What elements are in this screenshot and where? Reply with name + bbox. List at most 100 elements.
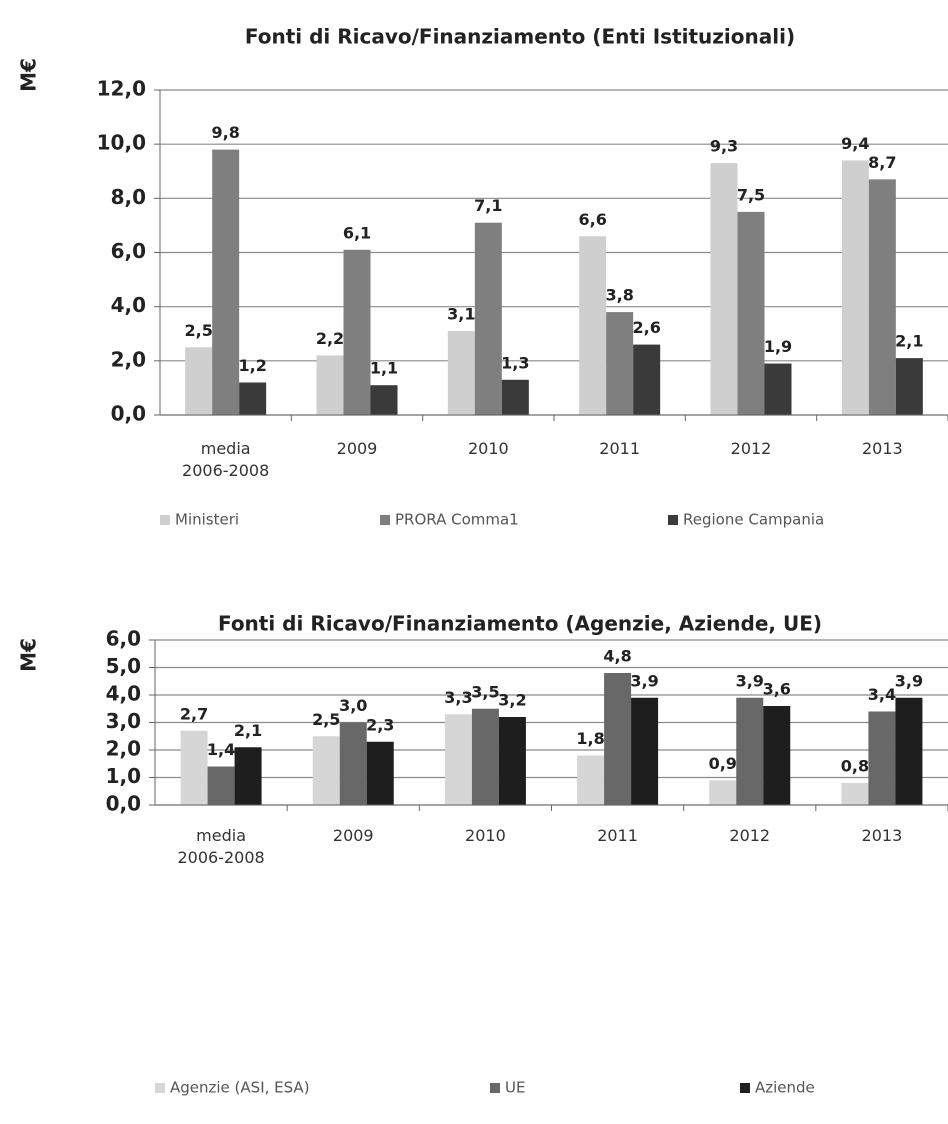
bar xyxy=(207,766,235,805)
bar xyxy=(631,697,659,805)
data-label: 6,1 xyxy=(343,223,371,242)
data-label: 3,4 xyxy=(868,685,896,704)
data-label: 3,2 xyxy=(498,691,526,710)
bar xyxy=(471,708,499,805)
bar xyxy=(763,706,791,805)
data-label: 2,2 xyxy=(316,329,344,348)
data-label: 2,5 xyxy=(312,710,340,729)
x-tick-label: 2011 xyxy=(599,439,641,458)
bar xyxy=(895,697,923,805)
y-tick-label: 12,0 xyxy=(97,77,146,101)
y-tick-label: 6,0 xyxy=(106,627,141,651)
bar xyxy=(239,382,267,415)
bar xyxy=(764,363,792,415)
y-tick-label: 2,0 xyxy=(106,737,141,761)
bar xyxy=(370,385,398,415)
chart-title: Fonti di Ricavo/Finanziamento (Enti Isti… xyxy=(245,25,795,49)
legend-label: Agenzie (ASI, ESA) xyxy=(170,1079,310,1097)
legend-label: Aziende xyxy=(755,1079,815,1097)
y-tick-label: 6,0 xyxy=(111,239,146,263)
data-label: 9,3 xyxy=(710,137,738,156)
data-label: 2,6 xyxy=(632,318,660,337)
data-label: 8,7 xyxy=(868,153,896,172)
legend-swatch xyxy=(160,515,170,525)
data-label: 3,6 xyxy=(763,680,791,699)
data-label: 3,9 xyxy=(736,671,764,690)
bar xyxy=(312,736,340,805)
legend-label: UE xyxy=(505,1079,525,1097)
bar xyxy=(212,149,240,416)
y-tick-label: 4,0 xyxy=(106,682,141,706)
bar xyxy=(606,312,634,415)
legend-swatch xyxy=(490,1083,500,1093)
data-label: 9,8 xyxy=(211,123,239,142)
legend-label: PRORA Comma1 xyxy=(395,511,519,529)
bar xyxy=(868,711,896,805)
data-label: 3,9 xyxy=(630,671,658,690)
bar xyxy=(710,163,738,415)
data-label: 1,4 xyxy=(207,740,235,759)
bar xyxy=(339,722,367,805)
legend-swatch xyxy=(668,515,678,525)
bar xyxy=(709,780,737,805)
x-tick-label: 2011 xyxy=(597,826,638,845)
legend-swatch xyxy=(740,1083,750,1093)
x-tick-label: 2012 xyxy=(729,826,771,845)
bar xyxy=(498,717,526,805)
x-tick-label: 2010 xyxy=(465,826,506,845)
x-tick-label: 2010 xyxy=(467,439,509,458)
bar xyxy=(316,355,344,415)
y-axis-label: M€ xyxy=(17,638,41,672)
bar xyxy=(577,755,605,805)
bar xyxy=(737,211,765,415)
legend-swatch xyxy=(380,515,390,525)
data-label: 3,5 xyxy=(471,682,499,701)
bar xyxy=(501,379,529,415)
y-tick-label: 10,0 xyxy=(97,131,146,155)
data-label: 2,7 xyxy=(180,704,208,723)
x-tick-label: media 2006-2008 xyxy=(177,826,265,867)
bar xyxy=(444,714,472,805)
legend-label: Ministeri xyxy=(175,511,239,529)
bar xyxy=(234,747,262,805)
bar xyxy=(579,236,607,415)
x-tick-label: 2009 xyxy=(332,826,374,845)
y-tick-label: 3,0 xyxy=(106,709,141,733)
bar xyxy=(868,179,896,415)
data-label: 1,1 xyxy=(370,359,398,378)
data-label: 0,9 xyxy=(709,754,737,773)
x-tick-label: media 2006-2008 xyxy=(182,439,270,480)
data-label: 9,4 xyxy=(841,134,869,153)
x-tick-label: 2013 xyxy=(861,439,903,458)
bar xyxy=(185,347,213,415)
data-label: 3,0 xyxy=(339,696,367,715)
data-label: 6,6 xyxy=(578,210,606,229)
data-label: 3,3 xyxy=(444,688,472,707)
legend-swatch xyxy=(155,1083,165,1093)
chart-title: Fonti di Ricavo/Finanziamento (Agenzie, … xyxy=(218,612,822,636)
y-axis-label: M€ xyxy=(17,58,41,92)
bar xyxy=(343,249,371,415)
bar xyxy=(180,730,208,805)
data-label: 3,9 xyxy=(895,671,923,690)
data-label: 1,2 xyxy=(238,356,266,375)
x-tick-label: 2012 xyxy=(730,439,772,458)
bar xyxy=(447,331,475,415)
data-label: 2,5 xyxy=(184,321,212,340)
data-label: 1,3 xyxy=(501,353,529,372)
data-label: 7,5 xyxy=(737,185,765,204)
bar xyxy=(604,673,632,805)
x-tick-label: 2009 xyxy=(336,439,378,458)
data-label: 7,1 xyxy=(474,196,502,215)
x-tick-label: 2013 xyxy=(861,826,903,845)
y-tick-label: 4,0 xyxy=(111,293,146,317)
y-tick-label: 1,0 xyxy=(106,764,141,788)
bar xyxy=(474,222,502,415)
bar xyxy=(736,697,764,805)
y-tick-label: 2,0 xyxy=(111,347,146,371)
y-tick-label: 5,0 xyxy=(106,654,141,678)
data-label: 3,8 xyxy=(605,286,633,305)
bar xyxy=(895,358,923,415)
legend-label: Regione Campania xyxy=(683,511,824,529)
